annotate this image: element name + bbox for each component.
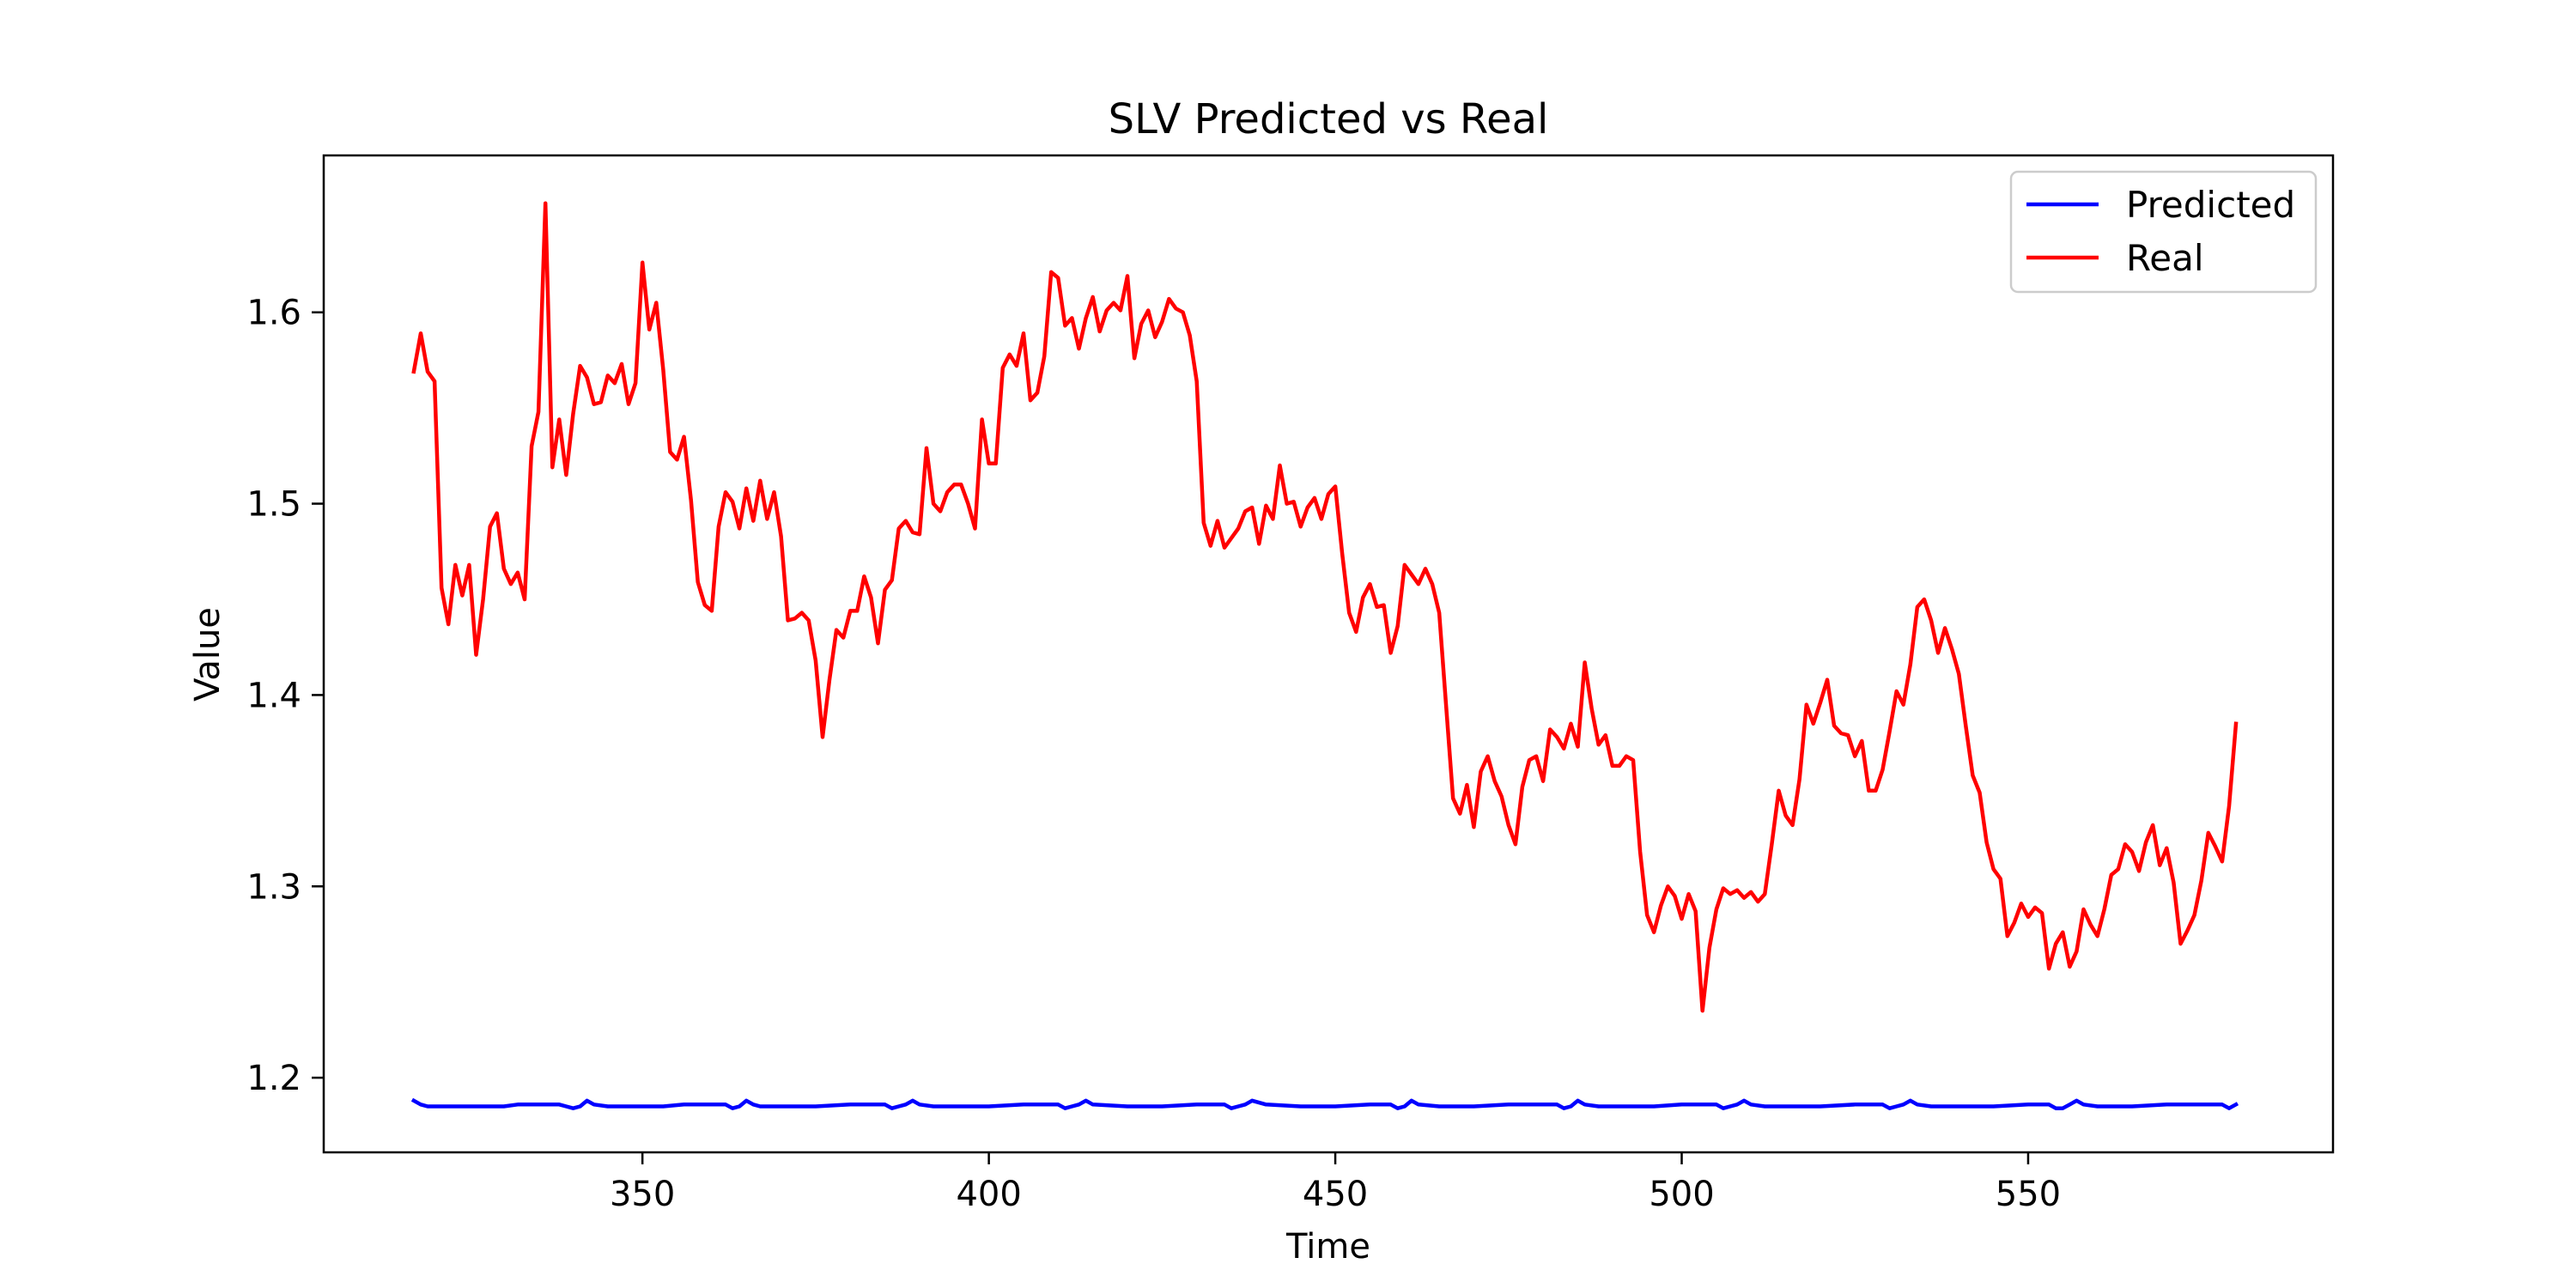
y-tick-label: 1.4: [246, 676, 301, 715]
x-axis: 350 400 450 500 550: [610, 1152, 2061, 1214]
plot-area: [410, 201, 2239, 1110]
y-axis: 1.2 1.3 1.4 1.5 1.6: [246, 294, 324, 1098]
x-tick-label: 550: [1996, 1175, 2061, 1214]
legend-label-predicted: Predicted: [2126, 184, 2295, 226]
x-tick-label: 500: [1649, 1175, 1714, 1214]
y-tick-label: 1.2: [246, 1059, 301, 1098]
series-line-real: [411, 201, 2239, 1013]
y-axis-label: Value: [188, 607, 228, 702]
y-tick-label: 1.6: [246, 294, 301, 333]
legend-box: [2009, 170, 2318, 294]
legend: Predicted Real: [2009, 170, 2318, 294]
chart-title: SLV Predicted vs Real: [1109, 95, 1549, 143]
series-line-predicted: [410, 1097, 2239, 1110]
legend-label-real: Real: [2126, 237, 2204, 279]
y-tick-label: 1.3: [246, 867, 301, 907]
x-tick-label: 450: [1303, 1175, 1368, 1214]
y-tick-label: 1.5: [246, 485, 301, 525]
x-tick-label: 400: [956, 1175, 1021, 1214]
x-axis-label: Time: [1285, 1227, 1370, 1267]
x-tick-label: 350: [610, 1175, 675, 1214]
axes-frame: [322, 154, 2335, 1154]
